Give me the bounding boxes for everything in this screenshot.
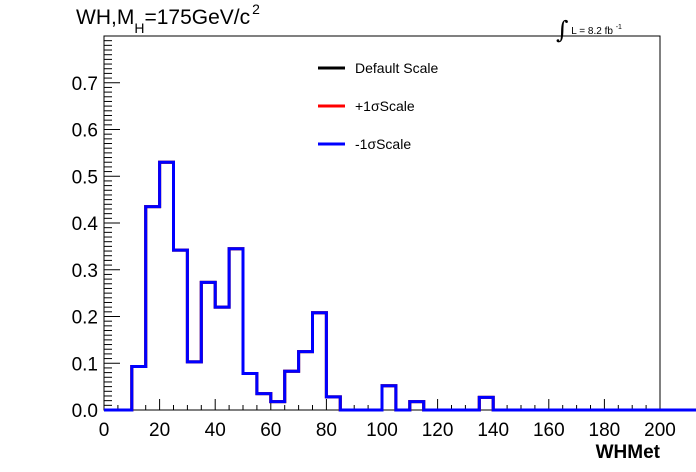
title-suffix: =175GeV/c: [144, 6, 251, 29]
legend-label: Default Scale: [355, 60, 438, 76]
title-subscript: H: [134, 20, 145, 36]
title-superscript: 2: [252, 1, 260, 17]
x-tick-label: 200: [644, 420, 676, 441]
x-tick-label: 120: [422, 420, 454, 441]
y-tick-label: 0.6: [72, 121, 98, 142]
legend-label: -1σScale: [355, 136, 411, 152]
y-tick-label: 0.0: [72, 401, 98, 422]
x-tick-label: 180: [589, 420, 621, 441]
integral-symbol: ∫: [556, 16, 569, 44]
luminosity-annotation: ∫ L = 8.2 fb -1: [556, 12, 622, 44]
title-main: WH,M: [76, 6, 135, 29]
histogram-series: [104, 160, 696, 412]
x-tick-label: 160: [533, 420, 565, 441]
y-tick-label: 0.7: [72, 74, 98, 95]
x-axis-label: WHMet: [595, 442, 660, 463]
x-tick-label: 80: [316, 420, 337, 441]
legend: Default Scale +1σScale -1σScale: [318, 60, 438, 152]
y-tick-label: 0.5: [72, 167, 98, 188]
x-tick-label: 140: [477, 420, 509, 441]
legend-label: +1σScale: [355, 98, 415, 114]
x-tick-label: 60: [260, 420, 281, 441]
luminosity-superscript: -1: [615, 24, 622, 31]
histogram-series-line-2: [104, 160, 696, 412]
y-tick-label: 0.1: [72, 354, 98, 375]
y-tick-label: 0.3: [72, 261, 98, 282]
x-tick-label: 20: [149, 420, 170, 441]
histogram-series-line-1: [104, 160, 696, 412]
axis-tick-labels: 0 20 40 60 80 100 120 140 160 180 200 0.0 0.1 0.2 0.3 0…: [72, 74, 676, 441]
x-tick-label: 0: [99, 420, 110, 441]
y-tick-label: 0.2: [72, 308, 98, 329]
x-tick-label: 40: [205, 420, 226, 441]
luminosity-text: L = 8.2 fb: [571, 26, 613, 37]
chart-title: WH,MH=175GeV/c 2: [76, 1, 260, 36]
y-tick-label: 0.4: [72, 214, 99, 235]
x-tick-label: 100: [366, 420, 398, 441]
histogram-series-line-0: [104, 160, 696, 412]
